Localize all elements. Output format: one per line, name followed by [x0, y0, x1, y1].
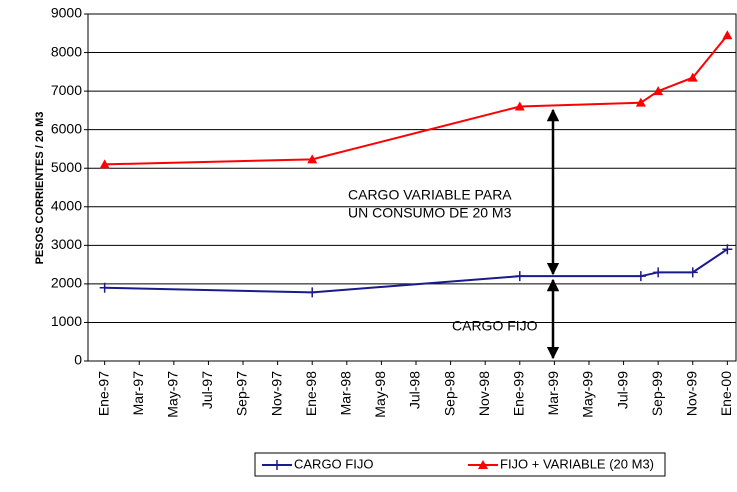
point: [653, 86, 664, 96]
x-tick-label: Mar-97: [130, 371, 146, 416]
y-tick-label: 6000: [51, 120, 82, 136]
x-tick-label: May-97: [165, 371, 181, 418]
y-axis-title: PESOS CORRIENTES / 20 M3: [34, 112, 46, 265]
point: [99, 159, 110, 169]
x-tick-label: Jul-97: [199, 371, 215, 409]
point: [687, 72, 698, 82]
point: [722, 244, 733, 255]
y-tick-label: 5000: [51, 159, 82, 175]
point: [722, 30, 733, 40]
plot-frame: [87, 13, 737, 362]
y-tick-label: 7000: [51, 82, 82, 98]
x-tick-label: Nov-99: [683, 371, 699, 416]
x-tick-label: Mar-99: [545, 371, 561, 416]
point: [635, 97, 646, 107]
point: [307, 154, 318, 164]
x-tick-label: Sep-97: [234, 371, 250, 416]
point: [307, 287, 318, 298]
x-tick-label: Jul-98: [407, 371, 423, 409]
point: [478, 460, 488, 469]
y-tick-label: 0: [74, 352, 82, 368]
annotation: UN CONSUMO DE 20 M3: [348, 205, 512, 221]
annotation: CARGO FIJO: [452, 318, 538, 334]
point: [272, 460, 282, 470]
x-tick-label: Ene-99: [510, 371, 526, 416]
annotation: CARGO VARIABLE PARA: [348, 187, 512, 203]
legend-box: [254, 452, 666, 477]
x-tick-label: Sep-99: [649, 371, 665, 416]
y-tick-label: 3000: [51, 236, 82, 252]
legend-label: CARGO FIJO: [294, 456, 373, 471]
line: [104, 248, 728, 294]
line: [104, 34, 729, 166]
x-tick-label: Sep-98: [441, 371, 457, 416]
point: [635, 271, 646, 282]
x-tick-label: Jul-99: [614, 371, 630, 409]
x-tick-label: Nov-98: [476, 371, 492, 416]
x-tick-label: May-99: [580, 371, 596, 418]
y-tick-label: 9000: [51, 5, 82, 21]
x-tick-label: Ene-97: [95, 371, 111, 416]
y-tick-label: 8000: [51, 43, 82, 59]
point: [514, 271, 525, 282]
x-tick-label: Nov-97: [268, 371, 284, 416]
point: [514, 101, 525, 111]
x-tick-label: May-98: [372, 371, 388, 418]
legend-label: FIJO + VARIABLE (20 M3): [500, 456, 654, 471]
point: [687, 267, 698, 278]
point: [653, 267, 664, 278]
x-tick-label: Ene-98: [303, 371, 319, 416]
x-tick-label: Mar-98: [338, 371, 354, 416]
x-tick-label: Ene-00: [718, 371, 734, 416]
y-tick-label: 2000: [51, 275, 82, 291]
y-tick-label: 1000: [51, 313, 82, 329]
y-tick-label: 4000: [51, 197, 82, 213]
point: [99, 282, 110, 293]
